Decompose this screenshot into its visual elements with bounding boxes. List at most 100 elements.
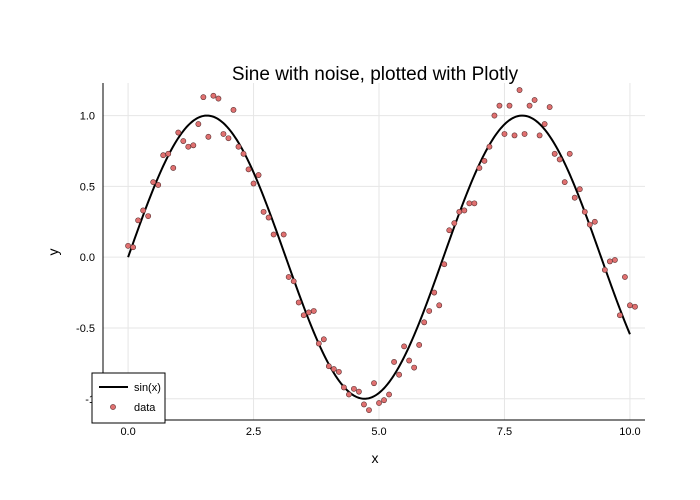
data-point [416,342,423,348]
data-point [335,368,342,375]
data-point [200,94,207,101]
data-point [170,165,177,171]
data-point [556,156,563,163]
data-point [185,143,192,150]
data-point [175,129,182,136]
data-point [571,194,578,201]
data-point [310,308,317,314]
data-point [461,207,468,214]
data-point [195,121,202,127]
data-point [140,207,147,214]
data-point [391,359,397,365]
data-point [356,388,362,395]
data-point [150,179,157,186]
legend-label-line: sin(x) [134,382,161,394]
data-point [255,172,262,178]
data-point [330,366,337,372]
data-point [486,143,493,150]
y-tick-label: 1.0 [80,111,95,123]
data-point [536,132,543,139]
data-point [346,391,352,398]
data-point [456,208,463,215]
data-point [381,397,387,404]
data-point [190,142,197,149]
data-point [155,182,162,188]
legend-box [91,372,166,424]
y-tick-label: 0.0 [80,252,95,264]
sin-line [127,114,631,400]
data-point [165,150,172,157]
data-point [125,242,131,249]
data-point [521,131,528,137]
data-point [622,274,628,280]
data-point [180,138,187,144]
data-point [295,299,302,306]
data-point [506,102,513,109]
data-point [632,303,638,310]
data-point [591,218,598,225]
data-point [421,319,428,326]
data-point [401,343,408,350]
data-point [270,231,277,238]
data-point [531,97,538,103]
data-point [466,200,473,207]
data-point [446,227,453,234]
data-point [627,302,633,309]
data-point [220,131,227,137]
data-point [581,208,588,215]
data-point [451,220,458,227]
data-point [481,157,488,164]
data-point [351,385,357,392]
data-point [376,400,382,406]
axes [102,83,645,421]
data-point [441,261,448,268]
data-point [240,150,247,157]
y-axis-title: y [45,249,61,256]
data-point [386,391,392,398]
data-point [225,135,232,142]
data-point [566,150,573,157]
data-point [315,340,322,347]
y-tick-label: -0.5 [76,323,95,335]
data-point [285,274,292,280]
legend: sin(x) data [91,372,166,424]
data-point [205,133,212,140]
data-point [541,121,548,127]
data-point [551,150,558,157]
grid [103,83,645,420]
y-tick-labels: -1 -0.5 0.0 0.5 1.0 [76,111,95,406]
data-point [210,92,217,99]
data-point [617,312,623,319]
data-point [496,102,503,109]
chart-title: Sine with noise, plotted with Plotly [232,64,519,85]
x-tick-labels: 0.0 2.5 5.0 7.5 10.0 [120,426,640,438]
data-point [546,104,553,110]
data-point [300,312,307,319]
data-point [406,357,413,364]
legend-label-data: data [134,402,156,414]
data-point [305,309,312,316]
data-point [476,165,483,171]
data-point [576,186,583,193]
series [125,87,638,413]
x-tick-label: 2.5 [246,426,261,438]
data-point [501,131,508,137]
data-point [215,95,222,102]
data-point [561,179,568,186]
data-point [250,180,257,187]
data-point [280,231,287,238]
data-point [601,267,608,273]
data-point [371,380,377,387]
x-tick-label: 10.0 [619,426,640,438]
data-point [431,289,438,296]
data-point [516,87,523,93]
y-tick-label: 0.5 [80,181,95,193]
legend-marker-swatch [110,404,116,410]
x-tick-label: 5.0 [371,426,386,438]
data-point [230,107,237,113]
x-tick-label: 7.5 [497,426,512,438]
data-point [340,384,347,391]
x-tick-label: 0.0 [120,426,135,438]
data-point [411,364,418,371]
